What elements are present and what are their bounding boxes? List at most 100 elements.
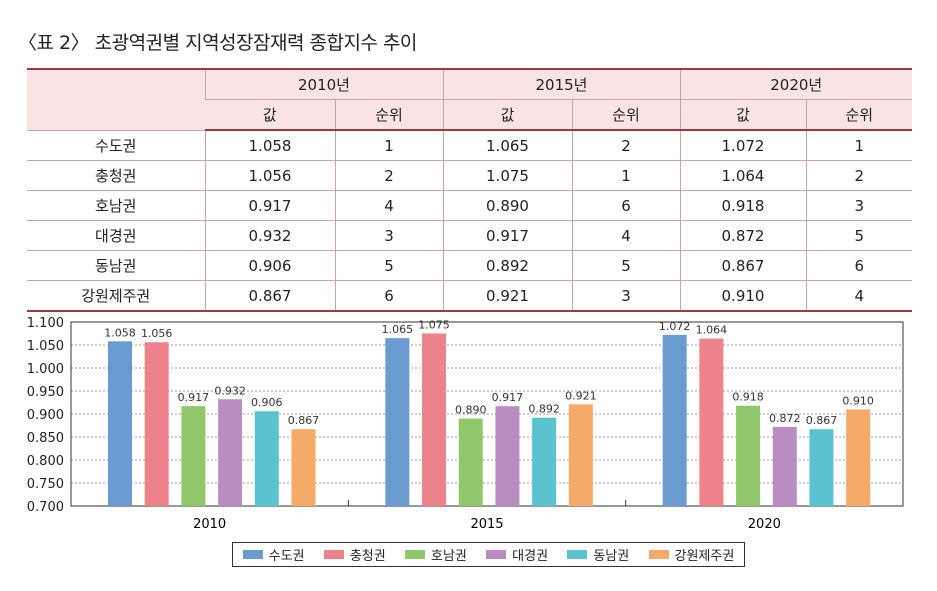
value-header: 값: [442, 99, 572, 131]
bar: [458, 418, 483, 506]
table-row: 동남권 0.906 5 0.892 5 0.867 6: [27, 250, 912, 281]
y-tick-label: 0.850: [27, 431, 64, 446]
legend-item: 대경권: [486, 545, 548, 564]
bar: [772, 426, 797, 506]
data-label: 1.064: [696, 324, 728, 337]
rank-cell: 2: [571, 130, 680, 161]
bar: [699, 338, 724, 506]
legend-swatch: [648, 550, 669, 559]
bar: [108, 341, 132, 506]
value-cell: 0.921: [442, 280, 572, 312]
legend-item: 수도권: [242, 545, 305, 564]
x-tick-label: 2015: [470, 517, 503, 532]
table-row: 대경권 0.932 3 0.917 4 0.872 5: [27, 220, 912, 251]
value-cell: 0.917: [204, 190, 335, 221]
legend-label: 수도권: [268, 549, 305, 564]
x-tick-label: 2020: [748, 517, 781, 532]
rank-cell: 6: [334, 280, 443, 312]
rank-cell: 4: [805, 280, 912, 312]
data-label: 1.072: [659, 320, 691, 333]
rank-cell: 4: [571, 220, 680, 251]
region-cell: 충청권: [27, 160, 205, 191]
value-cell: 0.932: [204, 220, 335, 251]
rank-header: 순위: [334, 99, 443, 131]
region-cell: 강원제주권: [27, 280, 205, 312]
rank-cell: 2: [805, 160, 912, 191]
x-tick-label: 2010: [193, 517, 226, 532]
rank-cell: 5: [571, 250, 680, 281]
data-label: 0.872: [769, 412, 801, 425]
legend-label: 호남권: [430, 549, 467, 564]
bar: [532, 417, 557, 506]
bar-chart: 1.100 1.050 1.000 0.950 0.900 0.850 0.800 0.750…: [27, 316, 904, 532]
value-cell: 1.058: [204, 130, 335, 161]
bar: [254, 411, 279, 506]
legend-item: 동남권: [567, 545, 629, 564]
legend-swatch: [567, 550, 588, 559]
data-label: 0.918: [732, 391, 764, 404]
bar: [422, 333, 447, 506]
rank-cell: 3: [571, 280, 680, 312]
table-row: 수도권 1.058 1 1.065 2 1.072 1: [27, 130, 912, 161]
region-cell: 호남권: [27, 190, 205, 221]
y-tick-label: 0.750: [27, 477, 64, 492]
bar: [291, 429, 316, 506]
plot-area: [70, 321, 904, 507]
table-row: 충청권 1.056 2 1.075 1 1.064 2: [27, 160, 912, 191]
rank-cell: 5: [334, 250, 443, 281]
y-tick-label: 1.050: [27, 339, 64, 354]
value-header: 값: [679, 99, 806, 131]
rank-cell: 6: [805, 250, 912, 281]
bar: [495, 406, 520, 506]
value-cell: 0.910: [679, 280, 806, 312]
rank-cell: 1: [805, 130, 912, 161]
value-cell: 1.056: [204, 160, 335, 191]
value-cell: 1.072: [679, 130, 806, 161]
legend-label: 강원제주권: [674, 549, 735, 564]
data-label: 1.056: [141, 327, 173, 340]
year-header: 2015년: [442, 68, 680, 100]
value-cell: 1.065: [442, 130, 572, 161]
data-label: 1.075: [418, 319, 450, 332]
value-cell: 0.867: [204, 280, 335, 312]
data-label: 0.917: [492, 391, 524, 404]
data-label: 1.058: [104, 326, 136, 339]
value-cell: 0.892: [442, 250, 572, 281]
y-tick-label: 0.700: [27, 500, 64, 515]
data-label: 1.065: [382, 323, 414, 336]
chart-legend: 수도권 충청권 호남권 대경권 동남권 강원제주권: [232, 542, 745, 567]
value-cell: 0.890: [442, 190, 572, 221]
legend-swatch: [323, 550, 344, 559]
rank-header: 순위: [571, 99, 680, 131]
legend-item: 충청권: [323, 545, 386, 564]
bar: [809, 429, 834, 506]
rank-cell: 1: [334, 130, 443, 161]
bar: [568, 404, 593, 506]
bar: [662, 334, 687, 506]
legend-label: 충청권: [349, 549, 386, 564]
legend-item: 호남권: [404, 545, 467, 564]
table-title: 〈표 2〉 초광역권별 지역성장잠재력 종합지수 추이: [18, 32, 417, 54]
bar: [181, 406, 206, 506]
value-cell: 1.064: [679, 160, 806, 191]
rank-cell: 2: [334, 160, 443, 191]
rank-cell: 4: [334, 190, 443, 221]
data-label: 0.932: [214, 384, 246, 397]
data-label: 0.921: [565, 389, 597, 402]
region-cell: 동남권: [27, 250, 205, 281]
legend-label: 대경권: [512, 549, 549, 564]
legend-swatch: [486, 550, 507, 559]
value-cell: 0.918: [679, 190, 806, 221]
header-row-sub: 값 순위 값 순위 값 순위: [27, 99, 912, 131]
value-cell: 0.906: [204, 250, 335, 281]
legend-swatch: [242, 550, 263, 559]
y-tick-label: 0.950: [27, 385, 64, 400]
data-label: 0.867: [806, 414, 838, 427]
rank-cell: 6: [571, 190, 680, 221]
rank-header: 순위: [805, 99, 912, 131]
value-cell: 1.075: [442, 160, 572, 191]
data-table: 2010년 2015년 2020년 값 순위 값 순위 값 순위 수도권 1.05…: [27, 68, 912, 312]
year-header: 2020년: [679, 68, 912, 100]
rank-cell: 5: [805, 220, 912, 251]
rank-cell: 1: [571, 160, 680, 191]
